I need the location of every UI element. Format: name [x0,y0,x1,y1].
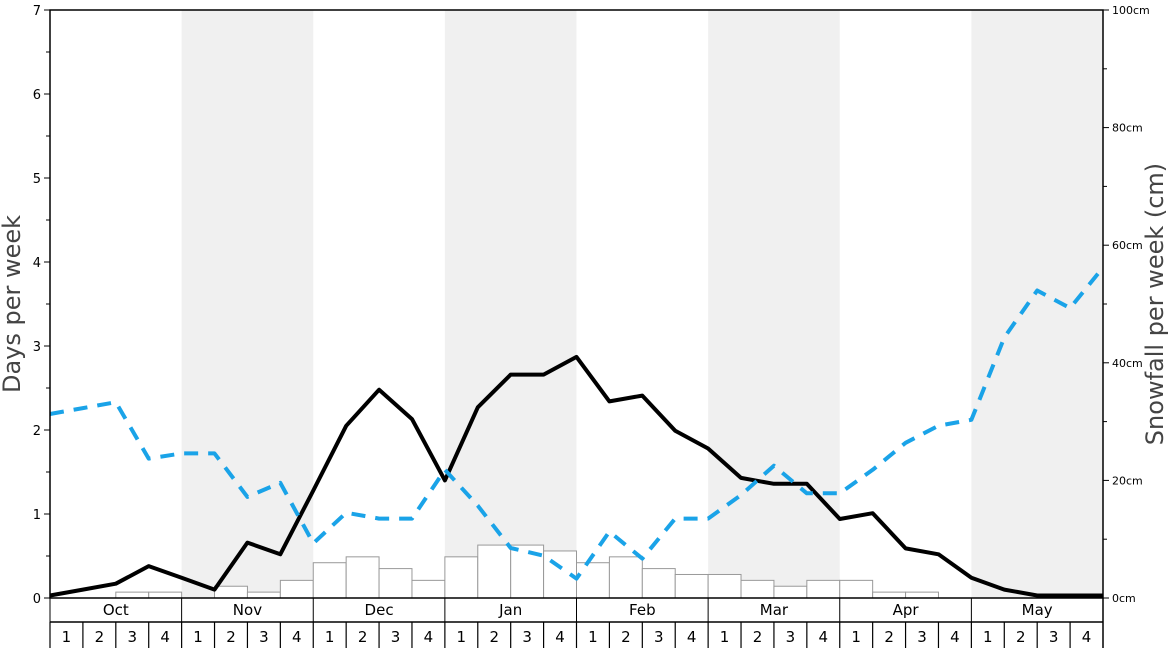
snowfall-bar [806,579,841,599]
week-label: 4 [950,628,960,646]
right-axis: 0cm 20cm 40cm 60cm 80cm 100cm [1103,4,1150,605]
month-label: Nov [233,601,262,619]
week-label: 2 [95,628,105,646]
right-tick-label: 60cm [1112,239,1143,252]
snowfall-bar [411,579,446,599]
week-label: 4 [292,628,302,646]
snowfall-bar [477,544,512,599]
snowfall-bar [641,568,676,599]
month-band [708,10,840,598]
week-label: 3 [654,628,664,646]
right-tick-label: 80cm [1112,122,1143,135]
week-label: 1 [193,628,203,646]
week-label: 1 [325,628,335,646]
left-axis: 0 1 2 3 4 5 6 7 [33,4,50,607]
snowfall-bar [872,591,907,599]
week-label: 3 [786,628,796,646]
week-label: 1 [588,628,598,646]
left-tick-label: 4 [33,256,41,271]
left-tick-label: 6 [33,88,41,103]
snowfall-bar [707,573,742,599]
week-label: 1 [720,628,730,646]
left-tick-label: 3 [33,340,41,355]
week-label: 1 [62,628,72,646]
month-band [971,10,1103,598]
month-label: Dec [365,601,394,619]
week-label: 2 [1016,628,1026,646]
week-label: 4 [160,628,170,646]
month-label: Oct [103,601,129,619]
right-tick-label: 100cm [1112,4,1150,17]
week-label: 1 [851,628,861,646]
week-label: 1 [983,628,993,646]
week-label: 2 [358,628,368,646]
week-label: 4 [424,628,434,646]
snowfall-bar [214,585,248,599]
week-label: 4 [555,628,565,646]
left-tick-label: 1 [33,508,41,523]
month-label: May [1022,601,1053,619]
snowfall-bar [246,591,281,599]
week-label: 2 [753,628,763,646]
snowfall-bar [576,562,610,599]
month-shading-bands [181,10,1103,598]
week-label: 3 [127,628,137,646]
series-line-dashed [49,266,1105,581]
snowfall-bar [148,591,183,599]
month-label: Jan [498,601,522,619]
week-label: 2 [621,628,631,646]
week-label-row: 1 2 3 4 1 2 3 4 1 2 3 4 1 2 3 4 1 2 3 4 1 2 3 4 1 2 3 4 1 2 3 4 [49,622,1092,648]
left-tick-label: 5 [33,172,41,187]
left-tick-label: 0 [33,592,41,607]
snowfall-bar [444,556,479,599]
week-label: 1 [457,628,467,646]
month-label-row: Oct Nov Dec Jan Feb Mar Apr May [49,598,1104,648]
month-label: Mar [760,601,789,619]
left-tick-label: 7 [33,4,41,19]
snowfall-bar [345,556,380,599]
week-label: 4 [1082,628,1092,646]
snowfall-bar [378,568,413,599]
month-label: Apr [893,601,920,619]
snowfall-bar [773,585,808,599]
month-band [181,10,314,598]
week-label: 4 [819,628,829,646]
week-label: 2 [884,628,894,646]
y-axis-label-right: Snowfall per week (cm) [1141,162,1168,446]
y-axis-label-left: Days per week [0,214,26,394]
right-tick-label: 0cm [1112,592,1136,605]
month-label: Feb [629,601,656,619]
week-label: 2 [489,628,499,646]
snowfall-bar [740,579,775,599]
series-lines [49,266,1105,598]
month-band [444,10,577,598]
week-label: 2 [226,628,236,646]
snowfall-bar [115,591,150,599]
snowfall-bars [115,544,939,599]
snowfall-bar [905,591,939,599]
series-line-solid [49,354,1103,598]
left-tick-label: 2 [33,424,41,439]
week-label: 4 [687,628,697,646]
week-label: 3 [917,628,927,646]
snowfall-bar [312,562,347,599]
week-label: 3 [391,628,401,646]
right-tick-label: 20cm [1112,474,1143,487]
snowfall-bar [608,556,643,599]
week-label: 3 [1049,628,1059,646]
snowfall-bar [839,579,874,599]
snowfall-bar [279,579,314,599]
snowfall-bar [674,573,709,599]
right-tick-label: 40cm [1112,357,1143,370]
week-label: 3 [522,628,532,646]
week-label: 3 [259,628,269,646]
